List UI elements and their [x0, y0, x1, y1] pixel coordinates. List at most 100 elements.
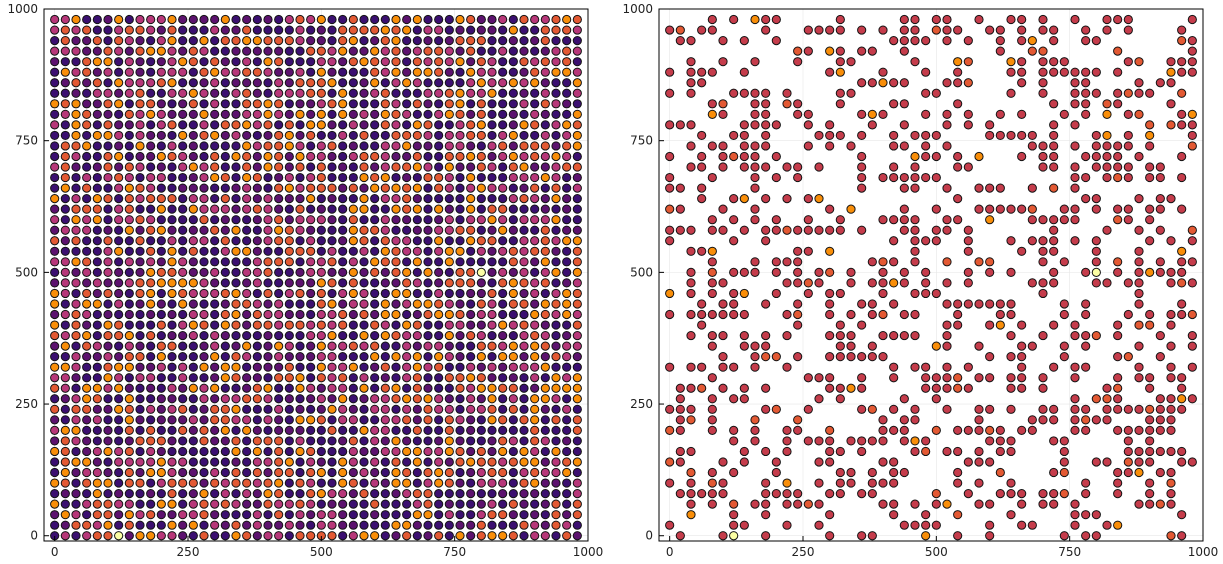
data-point — [220, 36, 230, 46]
data-point — [103, 183, 113, 193]
data-point — [562, 299, 572, 309]
data-point — [476, 383, 486, 393]
data-point — [348, 99, 358, 109]
data-point — [306, 88, 316, 98]
data-point — [252, 278, 262, 288]
data-point — [931, 88, 941, 98]
data-point — [1177, 394, 1187, 404]
data-point — [348, 341, 358, 351]
data-point — [188, 172, 198, 183]
data-point — [103, 78, 113, 88]
data-point — [814, 499, 824, 509]
data-point — [284, 36, 294, 46]
data-point — [60, 309, 70, 320]
data-point — [423, 341, 433, 351]
data-point — [675, 394, 685, 404]
data-point — [359, 320, 369, 330]
data-point — [156, 88, 166, 98]
data-point — [82, 446, 92, 457]
data-point — [434, 246, 444, 256]
data-point — [82, 499, 92, 509]
data-point — [338, 183, 348, 193]
data-point — [953, 309, 963, 320]
data-point — [498, 109, 508, 119]
data-point — [718, 352, 728, 362]
data-point — [391, 130, 401, 141]
data-point — [750, 257, 760, 267]
data-point — [274, 352, 284, 362]
data-point — [1049, 162, 1059, 172]
data-point — [739, 446, 749, 457]
data-point — [444, 341, 454, 351]
data-point — [71, 246, 81, 256]
data-point — [487, 415, 497, 425]
data-point — [103, 309, 113, 320]
data-point — [434, 352, 444, 362]
data-point — [761, 478, 771, 488]
data-point — [889, 362, 899, 372]
data-point — [942, 141, 952, 151]
data-point — [274, 14, 284, 25]
data-point — [220, 172, 230, 183]
data-point — [1155, 404, 1165, 414]
data-point — [551, 151, 561, 162]
data-point — [124, 236, 134, 246]
data-point — [466, 488, 476, 499]
data-point — [1017, 341, 1027, 351]
data-point — [835, 225, 845, 235]
data-point — [985, 25, 995, 35]
data-point — [338, 109, 348, 119]
data-point — [295, 309, 305, 320]
data-point — [391, 46, 401, 56]
data-point — [82, 120, 92, 130]
data-point — [423, 404, 433, 414]
data-point — [188, 267, 198, 277]
data-point — [846, 330, 856, 341]
data-point — [380, 172, 390, 183]
data-point — [71, 436, 81, 446]
data-point — [675, 183, 685, 193]
data-point — [338, 394, 348, 404]
data-point — [146, 14, 156, 25]
data-point — [156, 183, 166, 193]
data-point — [242, 362, 252, 372]
data-point — [707, 246, 717, 256]
data-point — [562, 215, 572, 225]
data-point — [508, 109, 518, 119]
data-point — [242, 499, 252, 509]
data-point — [156, 141, 166, 151]
data-point — [835, 25, 845, 35]
data-point — [50, 46, 60, 56]
data-point — [135, 267, 145, 277]
data-point — [540, 225, 550, 235]
data-point — [412, 394, 422, 404]
data-point — [857, 151, 867, 162]
data-point — [274, 531, 284, 541]
data-point — [348, 415, 358, 425]
data-point — [434, 130, 444, 141]
data-point — [231, 383, 241, 393]
data-point — [434, 36, 444, 46]
data-point — [985, 204, 995, 214]
data-point — [985, 267, 995, 277]
data-point — [338, 78, 348, 88]
data-point — [103, 257, 113, 267]
data-point — [210, 267, 220, 277]
data-point — [551, 88, 561, 98]
data-point — [338, 151, 348, 162]
data-point — [338, 67, 348, 77]
data-point — [1091, 457, 1101, 467]
data-point — [412, 225, 422, 235]
data-point — [1006, 236, 1016, 246]
data-point — [402, 141, 412, 151]
data-point — [530, 141, 540, 151]
data-point — [156, 236, 166, 246]
data-point — [910, 236, 920, 246]
data-point — [487, 194, 497, 204]
data-point — [434, 299, 444, 309]
data-point — [188, 299, 198, 309]
data-point — [530, 194, 540, 204]
data-point — [476, 415, 486, 425]
data-point — [252, 215, 262, 225]
data-point — [231, 425, 241, 435]
